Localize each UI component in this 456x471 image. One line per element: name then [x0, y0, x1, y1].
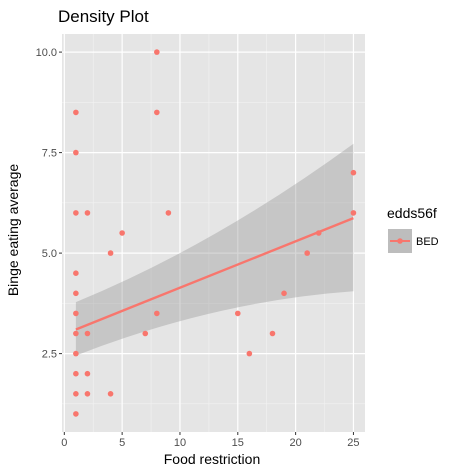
data-point: [107, 391, 114, 397]
data-point: [73, 411, 79, 417]
y-tick-label: 2.5: [42, 349, 57, 361]
x-axis-ticks: 0 5 10 15 20 25: [61, 432, 360, 449]
y-axis-title: Binge eating average: [5, 164, 21, 297]
x-tick-label: 0: [61, 437, 67, 449]
x-tick-label: 15: [232, 437, 244, 449]
data-point: [73, 109, 79, 116]
data-point: [281, 290, 287, 297]
data-point: [84, 210, 91, 216]
data-point: [73, 210, 79, 216]
data-point: [73, 391, 79, 397]
data-point: [73, 310, 79, 317]
legend-title: edds56f: [387, 205, 437, 221]
data-point: [73, 290, 79, 297]
y-tick-label: 10.0: [36, 47, 57, 59]
data-point: [246, 350, 253, 357]
data-points: [73, 49, 357, 417]
data-point: [350, 210, 357, 216]
x-axis-title: Food restriction: [164, 451, 260, 467]
data-point: [165, 210, 172, 216]
x-tick-label: 20: [289, 437, 301, 449]
data-point: [234, 310, 241, 317]
legend-point-icon: [397, 238, 403, 244]
data-point: [269, 330, 276, 337]
data-point: [73, 149, 79, 156]
data-point: [84, 370, 91, 377]
legend: edds56f BED: [387, 205, 439, 253]
legend-label-bed: BED: [416, 236, 439, 248]
x-tick-label: 25: [347, 437, 359, 449]
data-point: [73, 330, 79, 337]
x-tick-label: 5: [119, 437, 125, 449]
x-tick-label: 10: [174, 437, 186, 449]
data-point: [350, 169, 357, 176]
regression-line: [75, 217, 354, 331]
data-point: [154, 49, 160, 55]
data-point: [154, 310, 160, 317]
data-point: [84, 330, 91, 337]
data-point: [154, 109, 160, 116]
chart-title: Density Plot: [58, 7, 149, 26]
data-point: [304, 250, 310, 256]
data-point: [119, 230, 125, 236]
data-point: [107, 250, 114, 256]
data-point: [84, 391, 91, 397]
data-point: [73, 370, 79, 377]
y-tick-label: 5.0: [42, 248, 57, 260]
data-point: [73, 350, 79, 357]
y-tick-label: 7.5: [42, 148, 57, 160]
minor-gridlines: [62, 34, 365, 432]
data-point: [315, 230, 322, 236]
data-point: [73, 270, 79, 277]
data-point: [142, 330, 149, 337]
y-axis-ticks: 2.5 5.0 7.5 10.0: [36, 47, 62, 361]
